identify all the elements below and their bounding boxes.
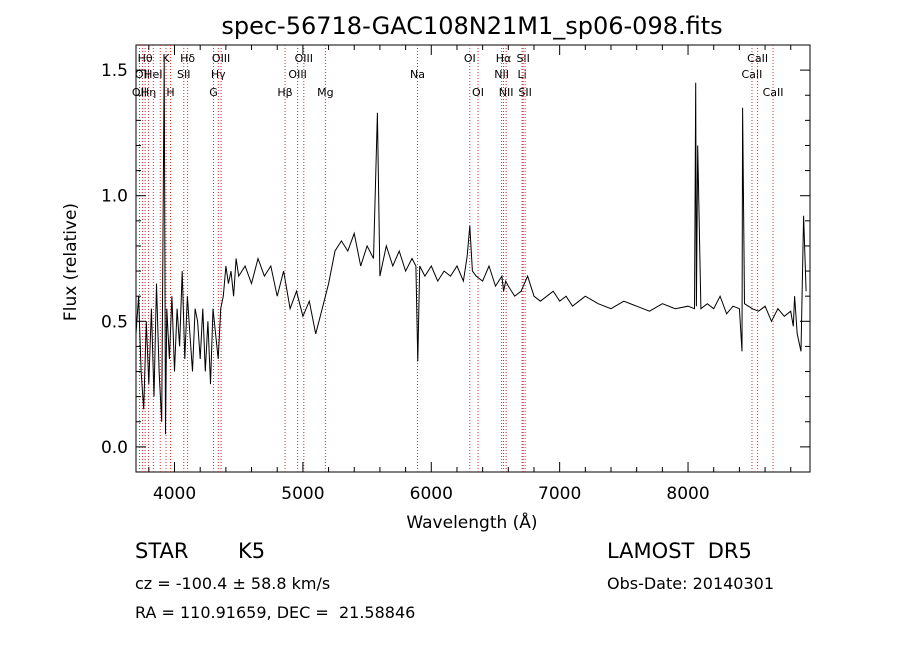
chart-title: spec-56718-GAC108N21M1_sp06-098.fits [221,12,722,40]
y-tick-label: 1.5 [101,61,128,81]
line-marker-label: Li [517,68,526,81]
line-marker-label: OIII [212,52,230,65]
line-marker-label: OIII [295,52,313,65]
y-axis-label: Flux (relative) [61,203,81,321]
y-tick-label: 0.0 [101,438,128,458]
line-marker-label: CaII [742,68,763,81]
line-marker-label: H [166,86,174,99]
x-tick-label: 7000 [538,484,581,504]
object-subclass: K5 [238,539,266,563]
spectral-line-markers: OIIOIIHθHηHeIKHSIIHδGHγOIIIHβOIIIOIIIMgN… [132,45,784,472]
line-marker-label: Hθ [138,52,153,65]
line-marker-label: Hδ [180,52,195,65]
line-marker-label: SII [516,52,529,65]
x-tick-label: 4000 [153,484,196,504]
line-marker-label: NII [499,86,514,99]
line-marker-label: K [162,52,170,65]
line-marker-label: Mg [317,86,333,99]
sky-coordinates: RA = 110.91659, DEC = 21.58846 [135,603,416,622]
line-marker-label: Hγ [211,68,226,81]
line-marker-label: SII [177,68,190,81]
spectrum-series [135,57,807,435]
y-tick-label: 1.0 [101,187,128,207]
line-marker-label: Na [410,68,425,81]
line-marker-label: Hα [496,52,512,65]
line-marker-label: OIII [288,68,306,81]
line-marker-label: G [209,86,218,99]
line-marker-label: OI [472,86,484,99]
observation-date: Obs-Date: 20140301 [607,574,775,593]
axis-ticks: 4000 5000 6000 7000 8000 0.0 0.5 1.0 1.5 [101,45,810,504]
line-marker-label: OI [464,52,476,65]
object-class: STAR [135,539,189,563]
x-tick-label: 8000 [666,484,709,504]
x-tick-label: 5000 [281,484,324,504]
line-marker-label: OII [135,68,150,81]
x-axis-label: Wavelength (Å) [406,511,537,533]
y-tick-label: 0.5 [101,312,128,332]
line-marker-label: CaII [747,52,768,65]
line-marker-label: CaII [763,86,784,99]
survey-name: LAMOST DR5 [607,539,752,563]
line-marker-label: HeI [144,68,162,81]
line-marker-label: SII [518,86,531,99]
radial-velocity: cz = -100.4 ± 58.8 km/s [135,574,331,593]
x-tick-label: 6000 [410,484,453,504]
line-marker-label: Hη [141,86,156,99]
plot-frame [135,44,811,473]
line-marker-label: OII [132,86,147,99]
line-marker-label: Hβ [277,86,292,99]
spectrum-line [135,57,807,435]
line-marker-label: NII [494,68,509,81]
